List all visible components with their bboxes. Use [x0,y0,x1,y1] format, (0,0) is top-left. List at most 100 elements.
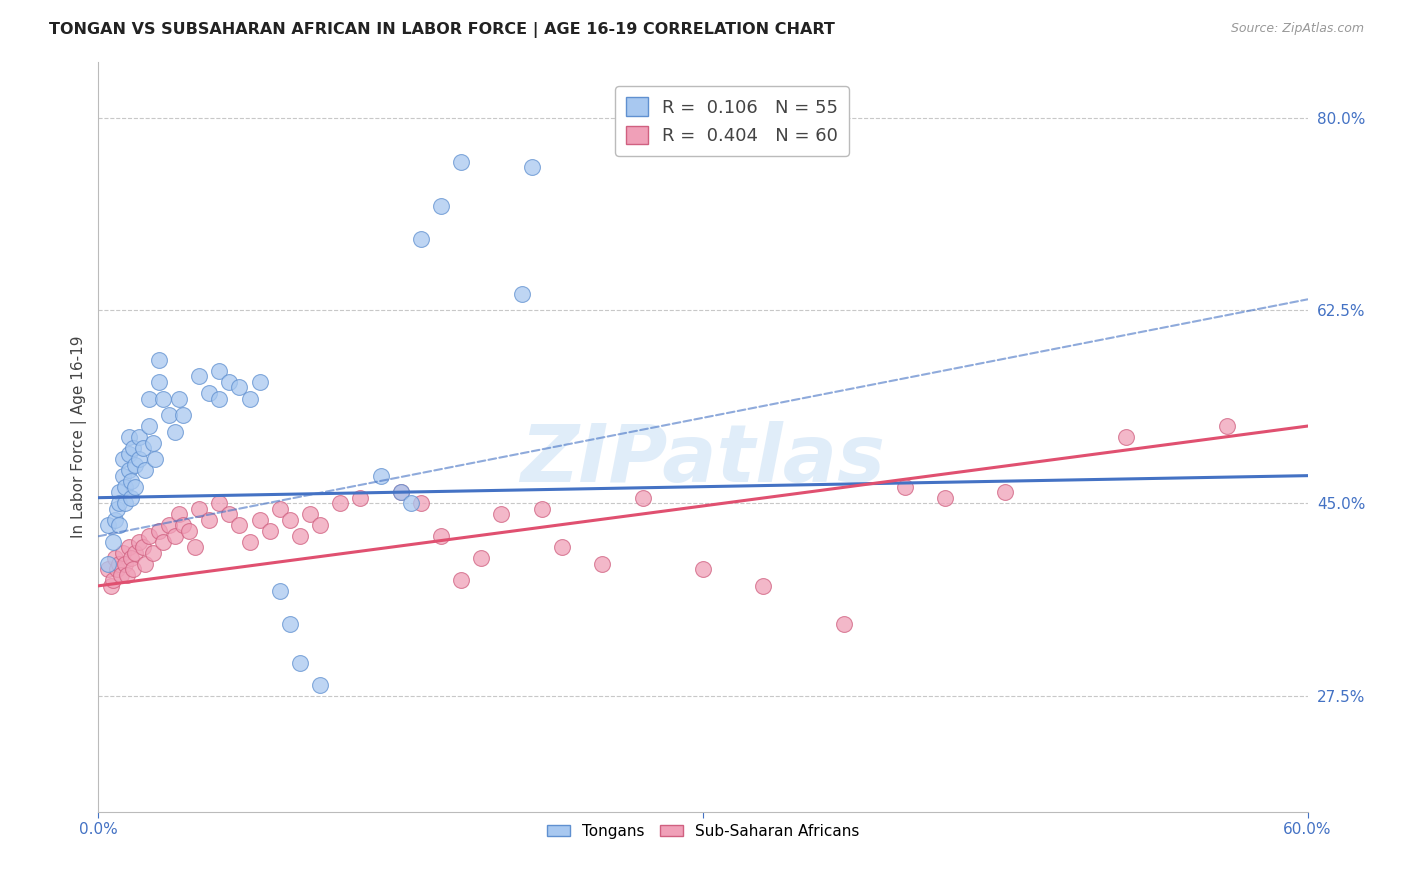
Point [157,408,180,422]
Point [299,507,322,521]
Y-axis label: In Labor Force | Age 16-19: In Labor Force | Age 16-19 [72,335,87,539]
Point [134,557,156,571]
Point [118,447,141,461]
Point [309,518,332,533]
Point [239,392,262,406]
Point [692,562,714,576]
Point [128,534,150,549]
Point [278,617,301,632]
Point [152,534,174,549]
Point [491,507,513,521]
Point [114,496,136,510]
Point [142,435,165,450]
Text: Source: ZipAtlas.com: Source: ZipAtlas.com [1230,22,1364,36]
Point [179,524,201,538]
Text: ZIPatlas: ZIPatlas [520,420,886,499]
Point [101,534,124,549]
Point [142,546,165,560]
Point [249,375,271,389]
Point [934,491,956,505]
Point [138,392,160,406]
Point [510,286,533,301]
Point [409,496,432,510]
Point [188,501,211,516]
Point [124,458,146,472]
Point [409,232,432,246]
Point [128,452,150,467]
Point [97,518,120,533]
Point [148,353,170,368]
Point [752,579,775,593]
Point [309,678,332,692]
Point [118,463,141,477]
Point [269,501,291,516]
Point [148,375,170,389]
Point [107,496,129,510]
Point [167,507,190,521]
Point [591,557,613,571]
Point [114,480,136,494]
Point [198,386,221,401]
Point [107,557,129,571]
Point [470,551,492,566]
Point [631,491,654,505]
Point [208,496,231,510]
Point [259,524,281,538]
Point [111,546,134,560]
Point [228,380,250,394]
Point [551,541,574,555]
Point [105,562,128,576]
Point [399,496,422,510]
Point [228,518,250,533]
Point [157,518,180,533]
Point [121,562,143,576]
Point [163,529,186,543]
Point [1115,430,1137,444]
Point [167,392,190,406]
Point [349,491,371,505]
Point [218,507,240,521]
Point [163,425,186,439]
Point [115,567,138,582]
Point [430,529,453,543]
Text: TONGAN VS SUBSAHARAN AFRICAN IN LABOR FORCE | AGE 16-19 CORRELATION CHART: TONGAN VS SUBSAHARAN AFRICAN IN LABOR FO… [49,22,835,38]
Point [218,375,240,389]
Point [124,480,146,494]
Point [520,160,543,174]
Point [118,430,141,444]
Point [278,513,301,527]
Point [138,529,160,543]
Point [132,441,155,455]
Point [118,541,141,555]
Point [152,392,174,406]
Point [105,501,128,516]
Point [107,518,129,533]
Point [111,468,134,483]
Point [370,468,392,483]
Point [269,584,291,599]
Legend: Tongans, Sub-Saharan Africans: Tongans, Sub-Saharan Africans [541,818,865,846]
Point [120,474,142,488]
Point [132,541,155,555]
Point [124,546,146,560]
Point [288,656,311,670]
Point [893,480,915,494]
Point [832,617,855,632]
Point [148,524,170,538]
Point [138,419,160,434]
Point [100,579,122,593]
Point [107,485,129,500]
Point [288,529,311,543]
Point [172,408,194,422]
Point [389,485,412,500]
Point [120,491,142,505]
Point [103,513,125,527]
Point [97,562,120,576]
Point [208,392,231,406]
Point [121,441,143,455]
Point [389,485,412,500]
Point [994,485,1017,500]
Point [134,463,156,477]
Point [430,199,453,213]
Point [111,452,134,467]
